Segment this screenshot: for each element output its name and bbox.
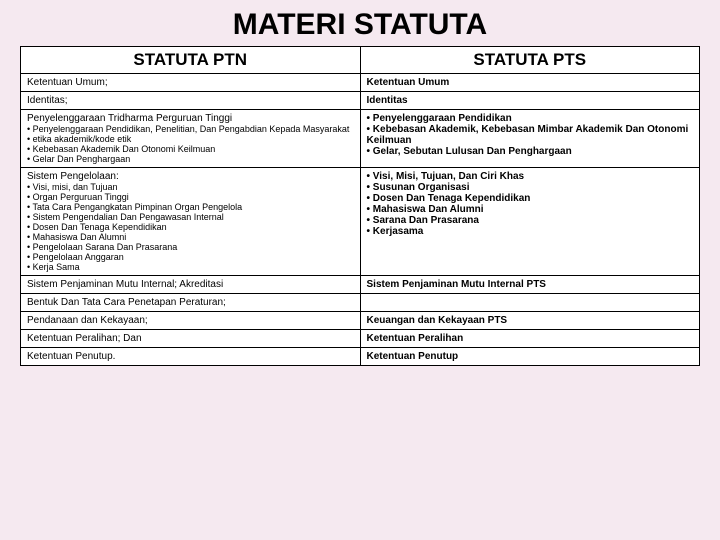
- list-item: Kerja Sama: [27, 262, 354, 272]
- cell-lead: Penyelenggaraan Tridharma Perguruan Ting…: [27, 113, 354, 124]
- list-item: Organ Perguruan Tinggi: [27, 192, 354, 202]
- cell-pts: Ketentuan Peralihan: [360, 330, 700, 348]
- cell-ptn: Ketentuan Penutup.: [21, 348, 361, 366]
- table-row: Identitas;Identitas: [21, 92, 700, 110]
- cell-ptn: Sistem Pengelolaan:Visi, misi, dan Tujua…: [21, 168, 361, 276]
- list-item: Visi, Misi, Tujuan, Dan Ciri Khas: [367, 171, 694, 182]
- list-item: Dosen Dan Tenaga Kependidikan: [27, 222, 354, 232]
- cell-pts: Identitas: [360, 92, 700, 110]
- cell-pts: Visi, Misi, Tujuan, Dan Ciri KhasSusunan…: [360, 168, 700, 276]
- list-item: Penyelenggaraan Pendidikan: [367, 113, 694, 124]
- cell-pts: Sistem Penjaminan Mutu Internal PTS: [360, 276, 700, 294]
- cell-pts: Penyelenggaraan PendidikanKebebasan Akad…: [360, 110, 700, 168]
- cell-ptn: Ketentuan Umum;: [21, 74, 361, 92]
- cell-pts: Keuangan dan Kekayaan PTS: [360, 312, 700, 330]
- table-row: Sistem Pengelolaan:Visi, misi, dan Tujua…: [21, 168, 700, 276]
- list-item: Pengelolaan Anggaran: [27, 252, 354, 262]
- list-item: Gelar, Sebutan Lulusan Dan Penghargaan: [367, 146, 694, 157]
- list-item: Sistem Pengendalian Dan Pengawasan Inter…: [27, 212, 354, 222]
- cell-ptn: Penyelenggaraan Tridharma Perguruan Ting…: [21, 110, 361, 168]
- list-item: Dosen Dan Tenaga Kependidikan: [367, 193, 694, 204]
- list-item: etika akademik/kode etik: [27, 134, 354, 144]
- list-item: Kebebasan Akademik Dan Otonomi Keilmuan: [27, 144, 354, 154]
- list-item: Kebebasan Akademik, Kebebasan Mimbar Aka…: [367, 124, 694, 146]
- cell-ptn: Sistem Penjaminan Mutu Internal; Akredit…: [21, 276, 361, 294]
- list-item: Mahasiswa Dan Alumni: [27, 232, 354, 242]
- table-row: Penyelenggaraan Tridharma Perguruan Ting…: [21, 110, 700, 168]
- cell-ptn: Identitas;: [21, 92, 361, 110]
- cell-pts: Ketentuan Penutup: [360, 348, 700, 366]
- table-body: Ketentuan Umum;Ketentuan UmumIdentitas;I…: [21, 74, 700, 366]
- list-item: Visi, misi, dan Tujuan: [27, 182, 354, 192]
- cell-lead: Sistem Pengelolaan:: [27, 171, 354, 182]
- cell-ptn: Ketentuan Peralihan; Dan: [21, 330, 361, 348]
- page-title: MATERI STATUTA: [20, 8, 700, 42]
- list-item: Susunan Organisasi: [367, 182, 694, 193]
- cell-pts: Ketentuan Umum: [360, 74, 700, 92]
- cell-pts: [360, 294, 700, 312]
- cell-ptn: Pendanaan dan Kekayaan;: [21, 312, 361, 330]
- statuta-table: STATUTA PTN STATUTA PTS Ketentuan Umum;K…: [20, 46, 700, 366]
- list-item: Sarana Dan Prasarana: [367, 215, 694, 226]
- cell-ptn: Bentuk Dan Tata Cara Penetapan Peraturan…: [21, 294, 361, 312]
- table-row: Ketentuan Umum;Ketentuan Umum: [21, 74, 700, 92]
- list-item: Kerjasama: [367, 226, 694, 237]
- table-row: Pendanaan dan Kekayaan;Keuangan dan Keka…: [21, 312, 700, 330]
- table-row: Sistem Penjaminan Mutu Internal; Akredit…: [21, 276, 700, 294]
- list-item: Penyelenggaraan Pendidikan, Penelitian, …: [27, 124, 354, 134]
- list-item: Gelar Dan Penghargaan: [27, 154, 354, 164]
- list-item: Mahasiswa Dan Alumni: [367, 204, 694, 215]
- header-ptn: STATUTA PTN: [21, 47, 361, 74]
- list-item: Pengelolaan Sarana Dan Prasarana: [27, 242, 354, 252]
- header-pts: STATUTA PTS: [360, 47, 700, 74]
- table-row: Ketentuan Penutup.Ketentuan Penutup: [21, 348, 700, 366]
- list-item: Tata Cara Pengangkatan Pimpinan Organ Pe…: [27, 202, 354, 212]
- table-row: Bentuk Dan Tata Cara Penetapan Peraturan…: [21, 294, 700, 312]
- table-row: Ketentuan Peralihan; DanKetentuan Perali…: [21, 330, 700, 348]
